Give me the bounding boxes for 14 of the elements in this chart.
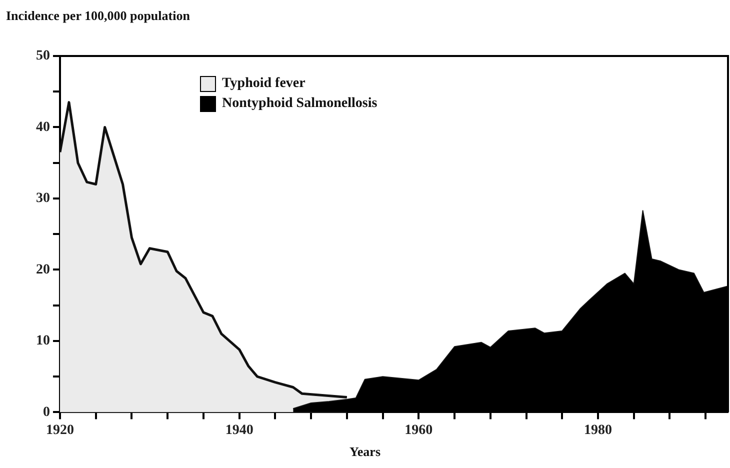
y-axis-title: Incidence per 100,000 population <box>6 8 190 24</box>
y-tick-label: 50 <box>36 48 50 64</box>
y-tick-label: 20 <box>36 262 50 278</box>
y-tick-label: 0 <box>43 404 50 420</box>
x-tick-label: 1960 <box>404 423 433 438</box>
legend-label: Nontyphoid Salmonellosis <box>222 96 378 112</box>
y-tick-label: 40 <box>36 120 50 135</box>
y-tick-label: 30 <box>36 191 50 206</box>
x-axis-title: Years <box>348 444 382 460</box>
x-tick-label: 1980 <box>584 423 612 438</box>
y-tick-label: 10 <box>36 334 50 349</box>
legend-label: Typhoid fever <box>222 76 306 92</box>
x-tick-label: 1940 <box>225 423 254 438</box>
x-tick-label: 1920 <box>46 423 74 438</box>
